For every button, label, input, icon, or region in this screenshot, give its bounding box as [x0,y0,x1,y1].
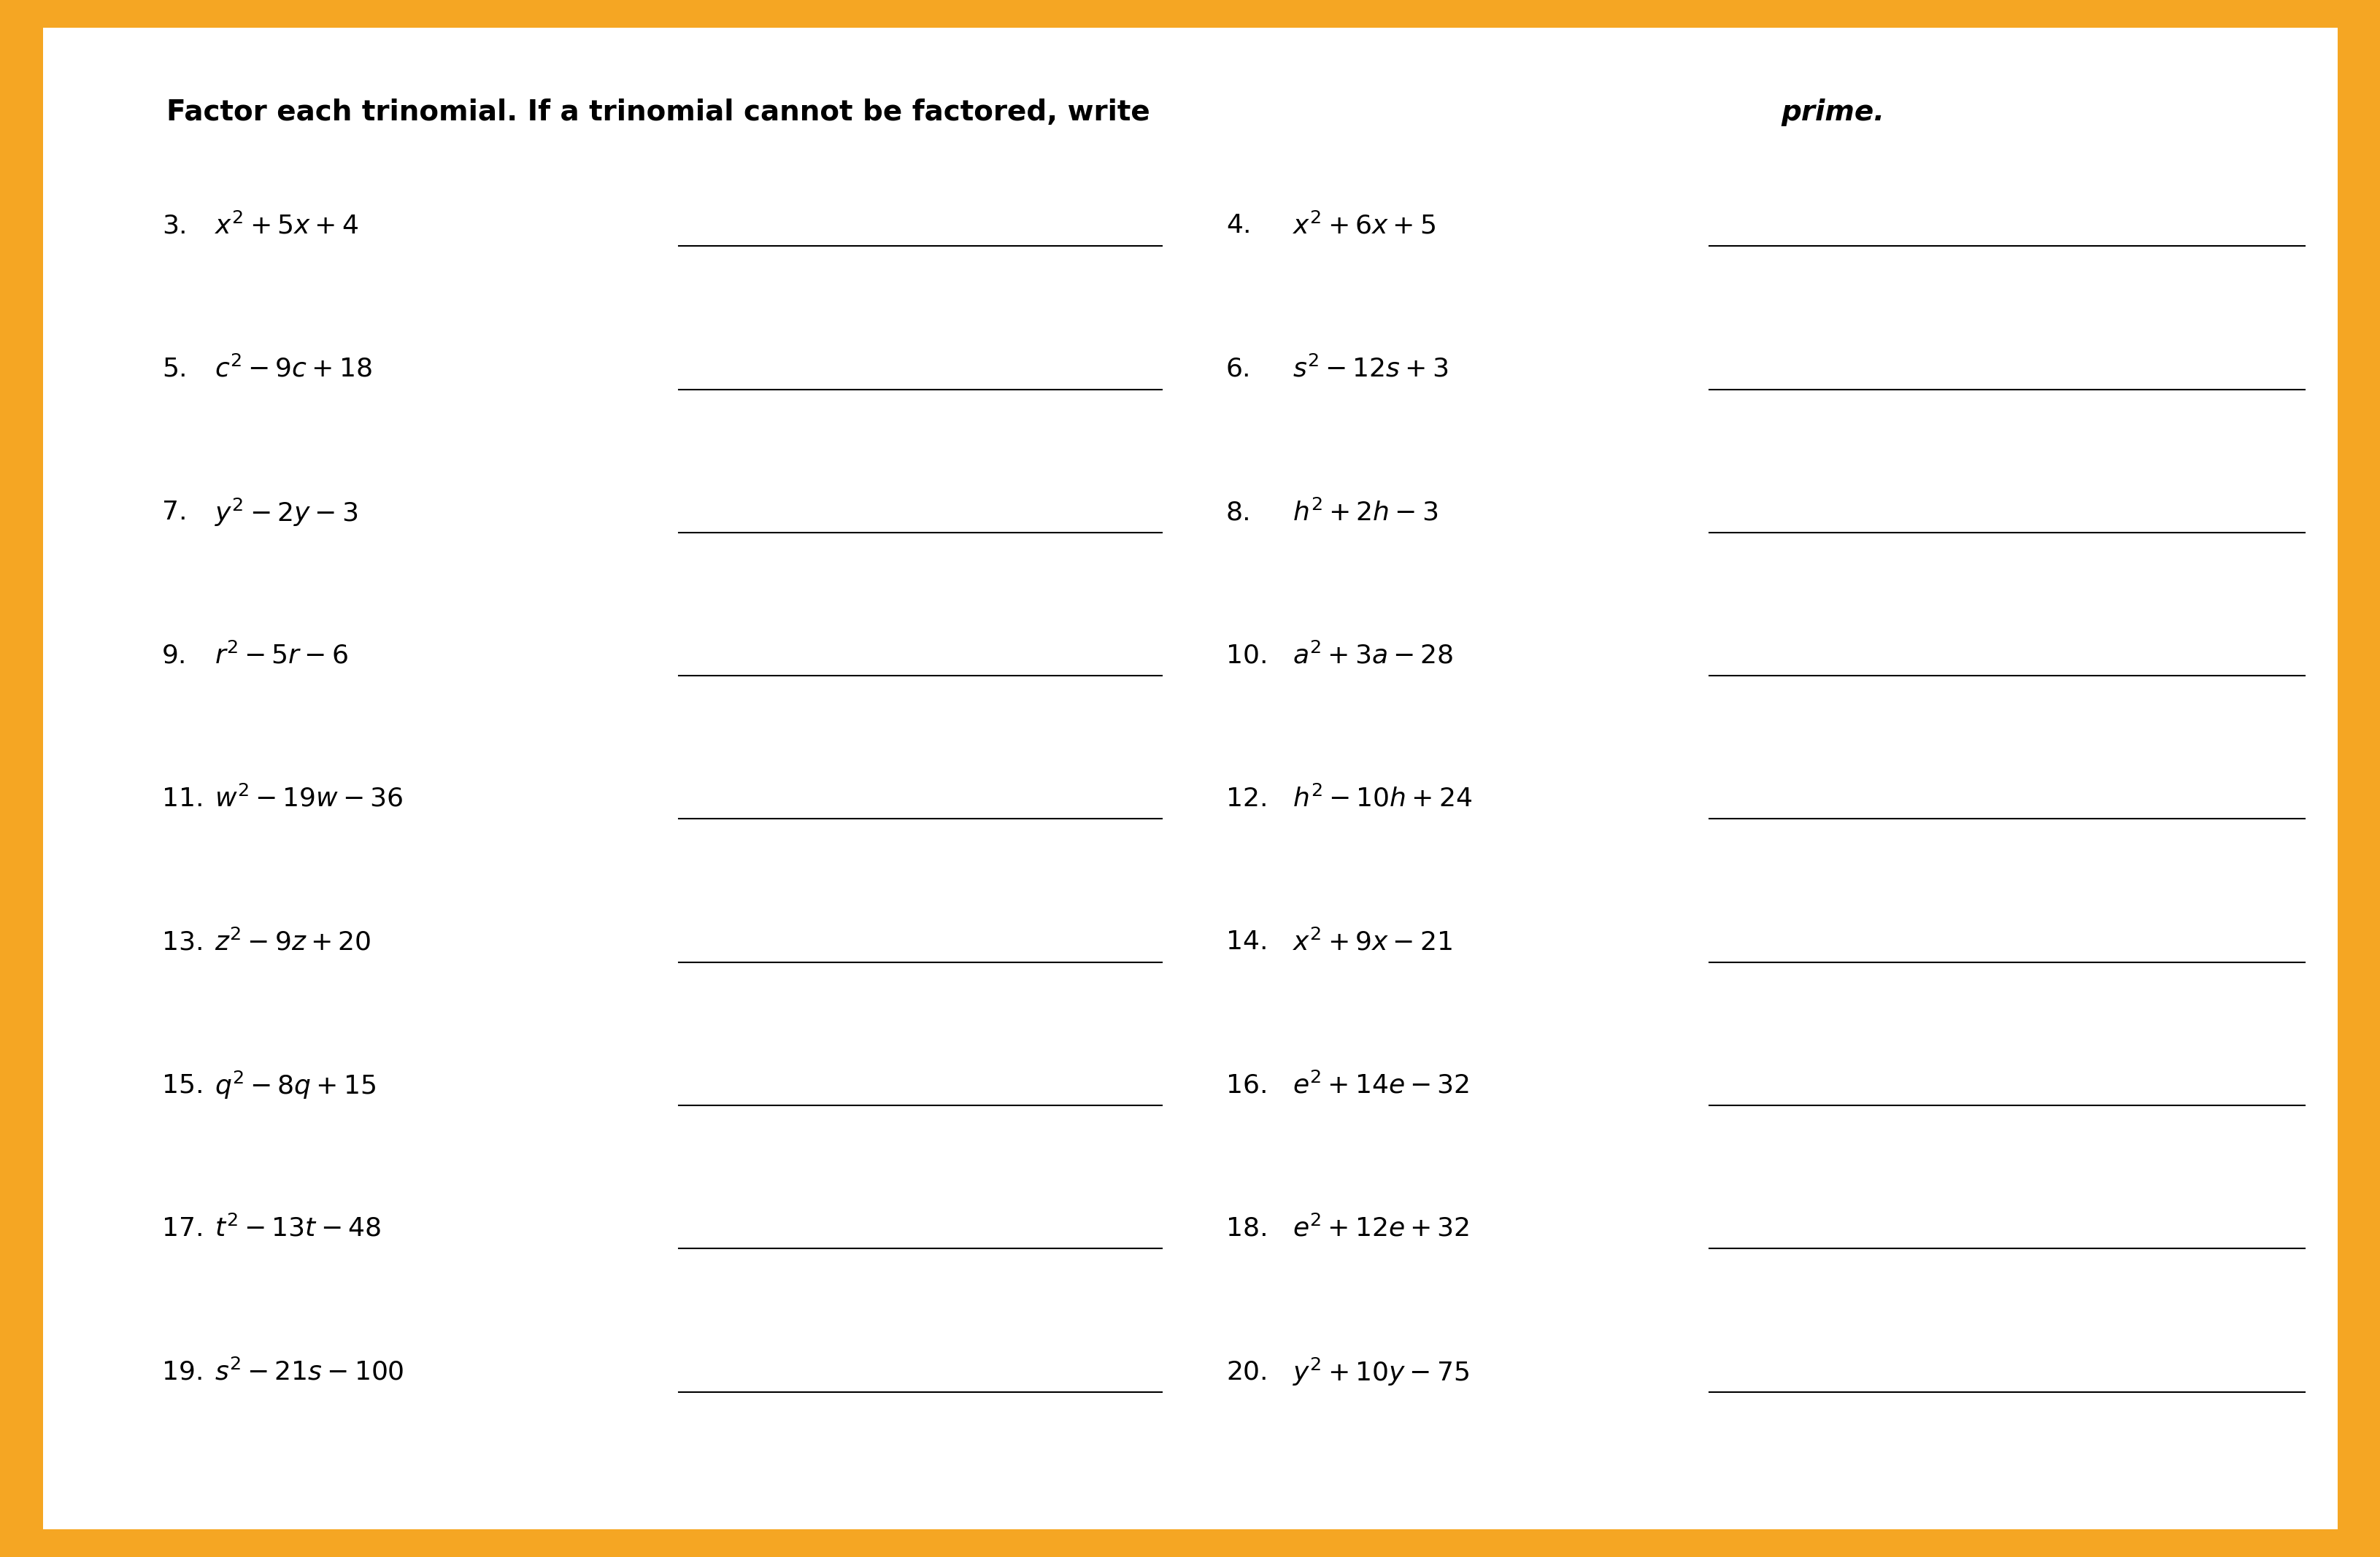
Text: 9.: 9. [162,643,188,668]
FancyBboxPatch shape [43,28,2337,1529]
Text: 19.: 19. [162,1359,205,1384]
Text: 8.: 8. [1226,500,1252,525]
Text: 20.: 20. [1226,1359,1269,1384]
Text: $r^2 - 5r - 6$: $r^2 - 5r - 6$ [214,643,347,668]
Text: $y^2 - 2y - 3$: $y^2 - 2y - 3$ [214,497,357,528]
Text: 6.: 6. [1226,357,1252,381]
Text: Factor each trinomial. If a trinomial cannot be factored, write: Factor each trinomial. If a trinomial ca… [167,98,1159,126]
Text: 11.: 11. [162,786,205,811]
Text: $a^2 + 3a - 28$: $a^2 + 3a - 28$ [1292,643,1454,668]
Text: 4.: 4. [1226,213,1252,238]
Text: $q^2 - 8q + 15$: $q^2 - 8q + 15$ [214,1070,376,1101]
Text: $z^2 - 9z + 20$: $z^2 - 9z + 20$ [214,930,371,954]
Text: 18.: 18. [1226,1216,1269,1241]
Text: $h^2 - 10h + 24$: $h^2 - 10h + 24$ [1292,786,1471,811]
Text: 5.: 5. [162,357,188,381]
Text: $t^2 - 13t - 48$: $t^2 - 13t - 48$ [214,1216,381,1241]
Text: $y^2 + 10y - 75$: $y^2 + 10y - 75$ [1292,1356,1468,1387]
Text: $x^2 + 5x + 4$: $x^2 + 5x + 4$ [214,213,357,238]
Text: $e^2 + 12e + 32$: $e^2 + 12e + 32$ [1292,1216,1468,1241]
Text: $c^2 - 9c + 18$: $c^2 - 9c + 18$ [214,357,371,381]
Text: 15.: 15. [162,1073,205,1098]
Text: 12.: 12. [1226,786,1269,811]
Text: $x^2 + 6x + 5$: $x^2 + 6x + 5$ [1292,213,1435,238]
Text: prime.: prime. [1780,98,1885,126]
Text: 13.: 13. [162,930,205,954]
Text: $h^2 + 2h - 3$: $h^2 + 2h - 3$ [1292,500,1438,525]
Text: 10.: 10. [1226,643,1269,668]
Text: 14.: 14. [1226,930,1269,954]
Text: $e^2 + 14e - 32$: $e^2 + 14e - 32$ [1292,1073,1468,1098]
Text: 17.: 17. [162,1216,205,1241]
Text: 7.: 7. [162,500,188,525]
Text: 3.: 3. [162,213,188,238]
Text: $w^2 - 19w - 36$: $w^2 - 19w - 36$ [214,786,402,811]
Text: 16.: 16. [1226,1073,1269,1098]
Text: $s^2 - 21s - 100$: $s^2 - 21s - 100$ [214,1359,405,1384]
Text: $s^2 - 12s + 3$: $s^2 - 12s + 3$ [1292,357,1447,381]
Text: $x^2 + 9x - 21$: $x^2 + 9x - 21$ [1292,930,1452,954]
